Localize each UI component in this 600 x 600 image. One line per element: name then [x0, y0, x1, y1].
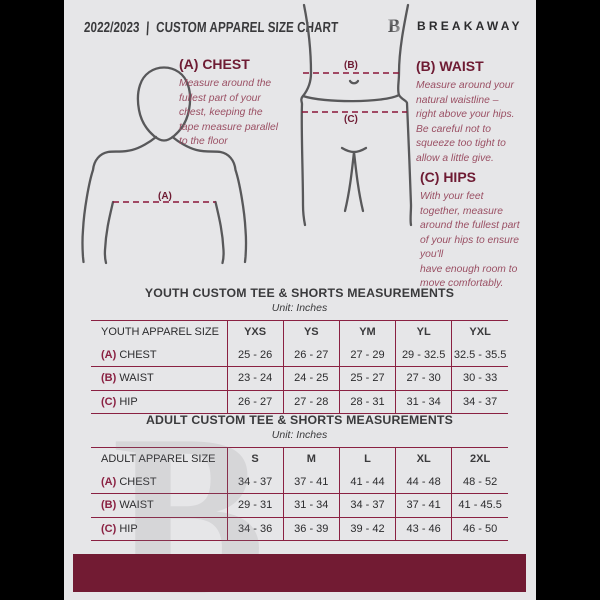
svg-text:(B): (B) [344, 60, 358, 71]
svg-text:(C): (C) [344, 114, 358, 125]
svg-text:(A): (A) [158, 191, 172, 202]
